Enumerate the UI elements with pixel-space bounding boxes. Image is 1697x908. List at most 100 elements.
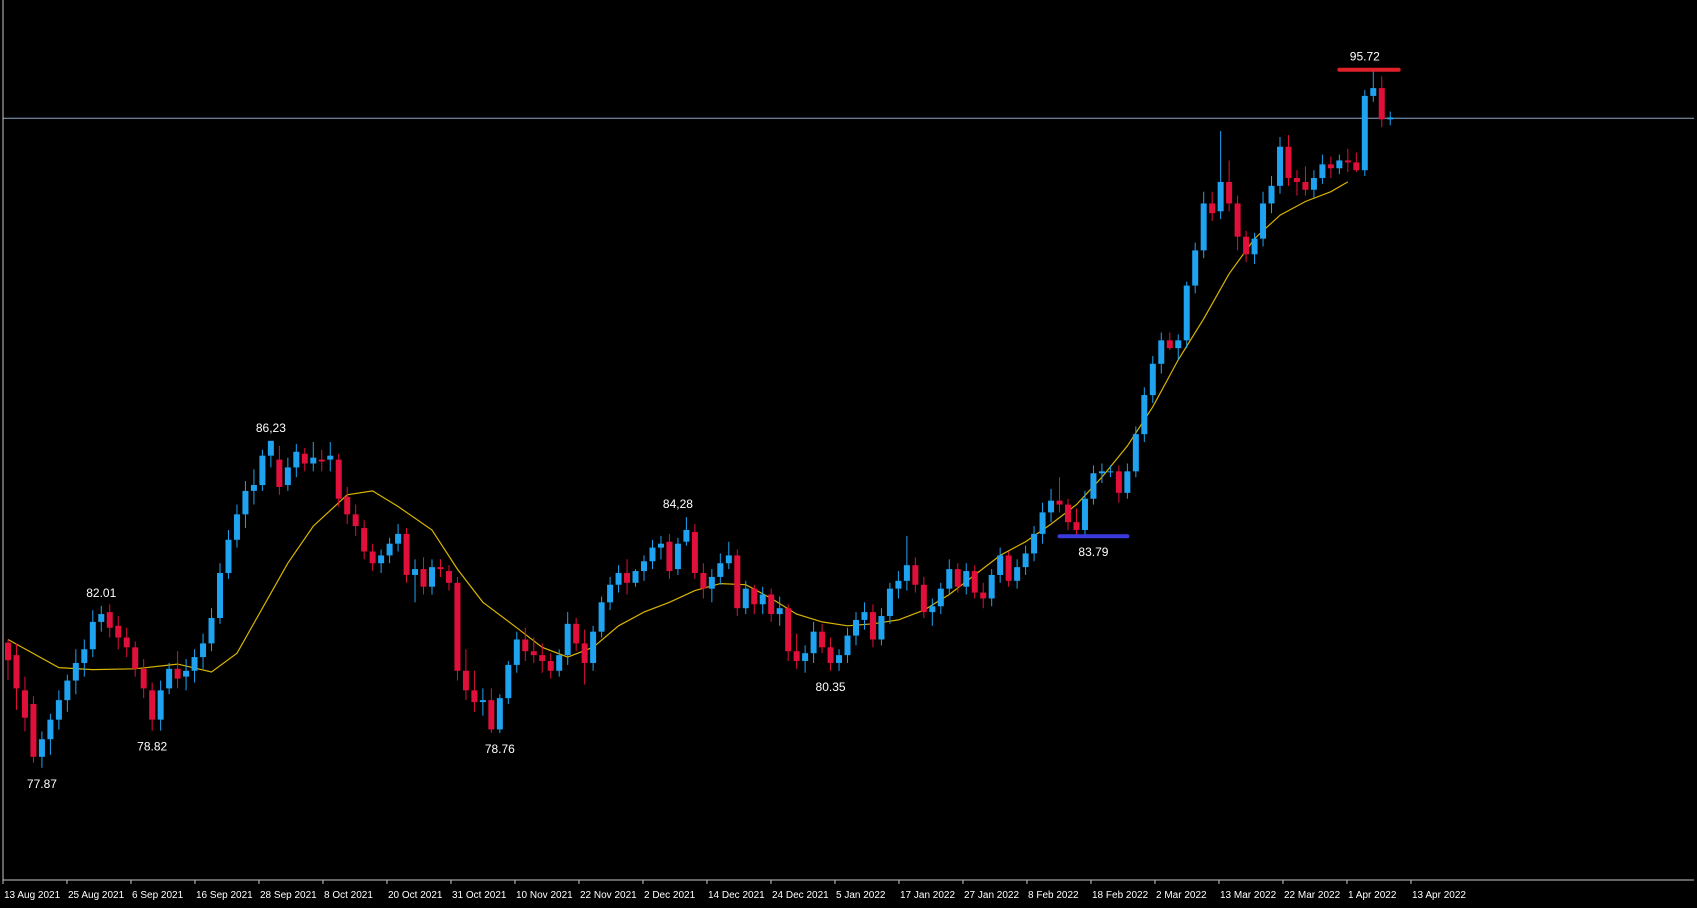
candle-body <box>250 485 257 491</box>
moving-average-layer <box>7 181 1349 673</box>
candle <box>327 442 334 472</box>
candle-body <box>233 514 240 540</box>
price-label: 78.82 <box>137 740 167 754</box>
level-markers-layer <box>1057 67 1401 539</box>
candle <box>505 661 512 705</box>
candle-body <box>742 588 749 609</box>
candle <box>157 680 164 731</box>
candle <box>208 608 215 652</box>
candle <box>1370 69 1377 102</box>
candle <box>412 559 419 603</box>
candle <box>259 449 266 491</box>
candle-body <box>30 704 37 757</box>
candle-body <box>802 653 809 661</box>
candle <box>1319 154 1326 184</box>
candle-body <box>378 555 385 564</box>
candle-body <box>522 639 529 652</box>
candle-body <box>624 573 631 583</box>
x-tick-label: 8 Feb 2022 <box>1028 890 1079 901</box>
candle <box>217 563 223 624</box>
candle <box>1293 170 1300 196</box>
candle <box>861 602 868 630</box>
candle-body <box>912 565 919 585</box>
price-label: 83.79 <box>1078 545 1108 559</box>
candle <box>318 449 325 472</box>
price-label: 80.35 <box>816 680 846 694</box>
x-tick-label: 24 Dec 2021 <box>772 890 829 901</box>
candle-body <box>581 643 588 663</box>
candle <box>369 543 376 572</box>
candle <box>437 559 444 577</box>
candle <box>734 549 741 617</box>
candle <box>1243 230 1250 263</box>
candle <box>200 633 207 669</box>
candle-body <box>1048 500 1055 513</box>
price-labels-layer: 77.87 82.01 78.82 86,23 78.76 84,28 80.35 83.79… <box>27 50 1380 791</box>
candle <box>38 731 45 768</box>
candle <box>293 443 300 478</box>
candle-body <box>1183 285 1190 341</box>
candle-body <box>1277 146 1283 186</box>
candle-body <box>785 608 792 652</box>
candle <box>1192 242 1199 294</box>
x-tick-label: 1 Apr 2022 <box>1348 890 1397 901</box>
candle <box>1378 76 1385 128</box>
candle-body <box>166 668 173 689</box>
candle-body <box>64 680 71 701</box>
candle-body <box>878 616 885 640</box>
x-tick-label: 10 Nov 2021 <box>516 890 573 901</box>
candle <box>844 627 851 663</box>
candle <box>802 645 809 673</box>
candle <box>30 696 37 763</box>
candle-body <box>793 651 800 661</box>
candle <box>1175 334 1182 360</box>
candle <box>607 576 614 611</box>
candle <box>1344 148 1351 173</box>
price-label: 77.87 <box>27 777 57 791</box>
x-tick-label: 8 Oct 2021 <box>324 890 373 901</box>
candle <box>657 535 664 560</box>
candle-body <box>725 555 732 564</box>
candle <box>233 504 240 548</box>
candle-body <box>191 657 198 671</box>
x-tick-label: 18 Feb 2022 <box>1092 890 1149 901</box>
candles-layer <box>5 69 1394 768</box>
candle-body <box>395 533 402 544</box>
candle <box>403 528 410 583</box>
candle <box>903 535 910 591</box>
candle-body <box>1327 164 1334 169</box>
x-tick-label: 5 Jan 2022 <box>836 890 886 901</box>
candle <box>836 649 843 671</box>
candle-body <box>861 612 868 620</box>
candle <box>64 674 71 712</box>
candle <box>1183 281 1190 349</box>
candle-body <box>437 567 444 570</box>
candle-body <box>81 649 88 663</box>
candle-body <box>1353 162 1360 171</box>
candle <box>1310 170 1317 198</box>
candle <box>988 569 995 607</box>
x-tick-label: 25 Aug 2021 <box>68 890 125 901</box>
candle-body <box>1200 203 1207 251</box>
candle <box>666 533 673 579</box>
candle-body <box>5 642 11 661</box>
candle-body <box>1192 250 1199 286</box>
candle <box>454 576 461 681</box>
candle <box>632 569 639 587</box>
candle <box>1014 559 1021 589</box>
candle <box>267 440 274 468</box>
candle-body <box>149 690 156 720</box>
candle-body <box>853 619 859 636</box>
candle-body <box>225 539 232 574</box>
candle <box>742 580 749 615</box>
candle-body <box>1005 555 1012 581</box>
candle-body <box>971 571 978 593</box>
candle-body <box>810 631 817 654</box>
candle <box>191 649 198 683</box>
candle-body <box>768 594 775 615</box>
x-tick-label: 31 Oct 2021 <box>452 890 507 901</box>
candle <box>1336 154 1343 175</box>
